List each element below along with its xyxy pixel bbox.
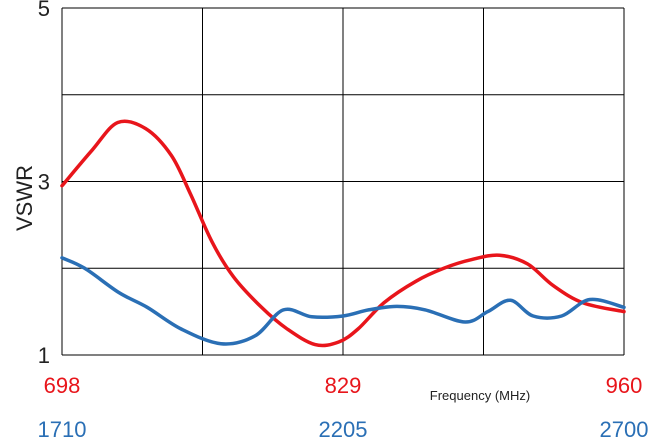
x-axis-label: Frequency (MHz) xyxy=(430,388,530,403)
x-tick-label: 960 xyxy=(606,373,643,398)
chart-series xyxy=(60,119,626,348)
y-tick-label: 5 xyxy=(38,0,50,21)
chart-grid xyxy=(61,7,625,356)
x-tick-label: 2205 xyxy=(319,417,368,442)
x-tick-label: 2700 xyxy=(600,417,649,442)
x-tick-label: 1710 xyxy=(38,417,87,442)
x-axis-ticks: 698 829 960 1710 2205 2700 xyxy=(38,373,649,442)
y-tick-label: 3 xyxy=(38,170,50,195)
series-line-0 xyxy=(60,119,626,348)
series-line-1 xyxy=(60,256,626,346)
y-axis-label: VSWR xyxy=(12,165,37,231)
y-tick-label: 1 xyxy=(38,343,50,368)
x-tick-label: 698 xyxy=(44,373,81,398)
x-tick-label: 829 xyxy=(325,373,362,398)
y-axis-ticks: 1 3 5 xyxy=(38,0,50,368)
